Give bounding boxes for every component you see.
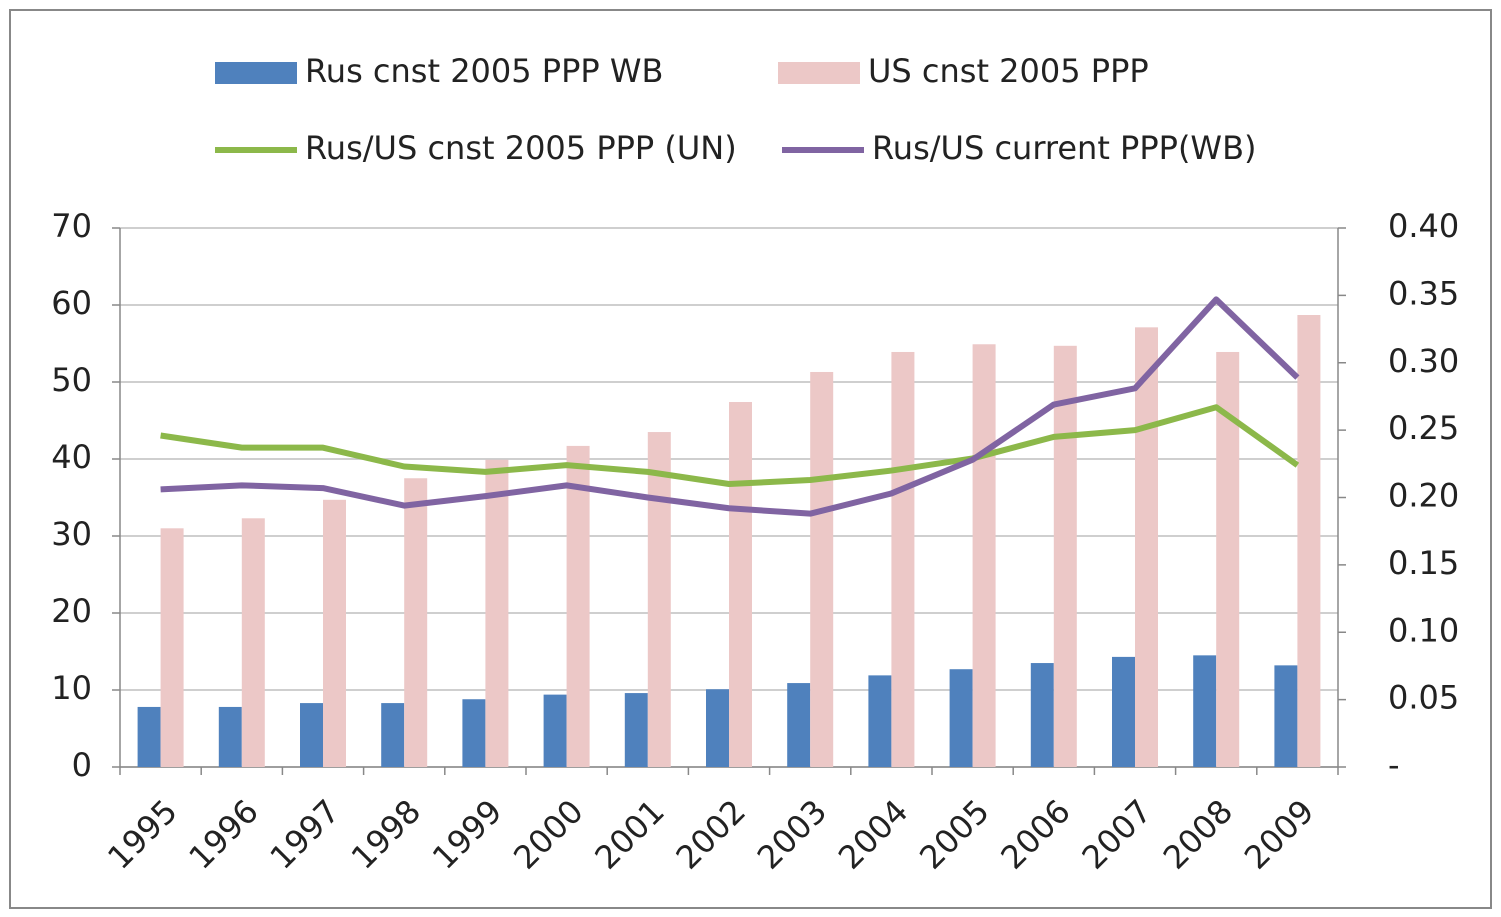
bar — [404, 478, 428, 767]
legend-swatch — [778, 62, 860, 84]
legend-label: Rus/US cnst 2005 PPP (UN) — [305, 129, 737, 167]
bar — [949, 669, 973, 767]
bar — [1297, 315, 1321, 767]
bar — [1216, 351, 1240, 767]
y2-tick-label: 0.05 — [1388, 679, 1459, 717]
y-tick-label: 0 — [72, 746, 92, 784]
y2-tick-label: 0.20 — [1388, 477, 1459, 515]
bar — [160, 528, 184, 767]
bar — [1193, 655, 1217, 767]
bar — [810, 371, 834, 767]
bar — [972, 344, 996, 767]
y-tick-label: 50 — [51, 361, 92, 399]
bar — [1112, 656, 1135, 767]
line — [160, 296, 1300, 517]
bar — [566, 445, 590, 767]
y2-tick-label: 0.30 — [1388, 342, 1459, 380]
legend-label: US cnst 2005 PPP — [868, 52, 1149, 90]
y-tick-label: 30 — [51, 515, 92, 553]
bar — [729, 402, 752, 767]
bar — [1053, 345, 1077, 767]
bar — [1135, 327, 1158, 767]
bar — [1274, 665, 1298, 767]
y-tick-label: 10 — [51, 669, 92, 707]
bar — [241, 518, 265, 767]
bar — [218, 706, 242, 767]
bar — [381, 703, 405, 767]
y2-tick-label: 0.15 — [1388, 544, 1459, 582]
bar — [891, 351, 915, 767]
bar — [543, 694, 567, 767]
bar — [300, 703, 323, 767]
bar — [462, 699, 486, 767]
bar — [624, 693, 648, 767]
legend-swatch — [215, 62, 297, 84]
y2-tick-label: - — [1388, 746, 1400, 784]
y-tick-label: 20 — [51, 592, 92, 630]
y-tick-label: 40 — [51, 438, 92, 476]
legend-label: Rus/US current PPP(WB) — [872, 129, 1257, 167]
legend-label: Rus cnst 2005 PPP WB — [305, 52, 663, 90]
bar — [787, 683, 811, 767]
y-tick-label: 60 — [51, 284, 92, 322]
y2-tick-label: 0.35 — [1388, 274, 1459, 312]
bar — [323, 499, 346, 767]
y2-tick-label: 0.25 — [1388, 409, 1459, 447]
y2-tick-label: 0.10 — [1388, 611, 1459, 649]
bar — [485, 459, 509, 767]
bar — [1030, 663, 1054, 767]
y2-tick-label: 0.40 — [1388, 207, 1459, 245]
y-tick-label: 70 — [51, 207, 92, 245]
bar — [706, 689, 729, 767]
line — [160, 404, 1300, 488]
bar — [868, 675, 892, 767]
bar — [137, 706, 161, 767]
bar — [647, 432, 671, 767]
